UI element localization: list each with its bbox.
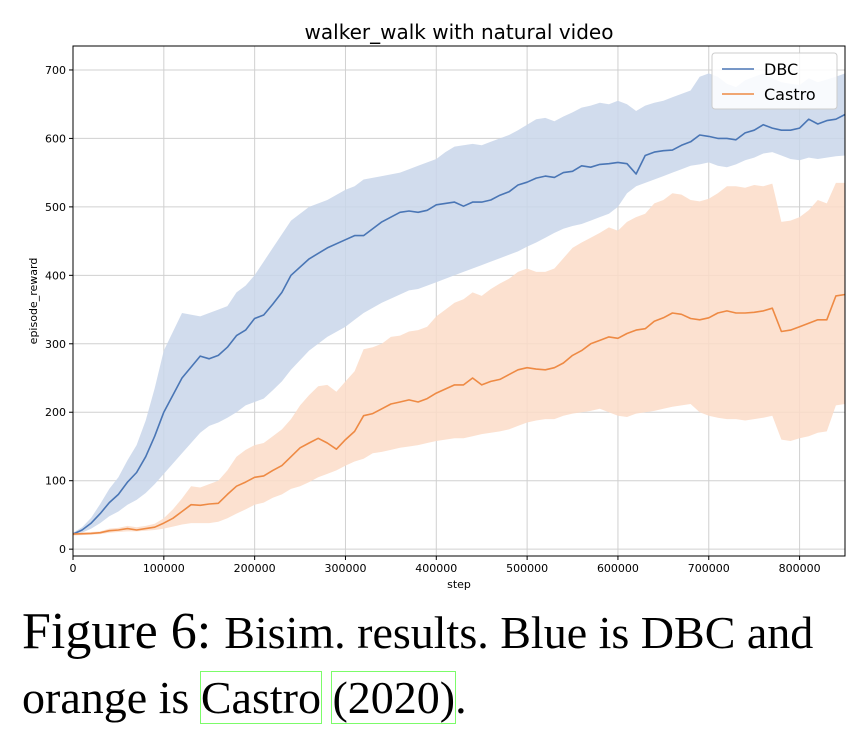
y-tick-label: 0 xyxy=(59,543,66,556)
series-line-dbc xyxy=(72,113,846,535)
legend-box xyxy=(711,52,838,110)
x-tick-label: 0 xyxy=(70,562,77,575)
y-axis-label: episode_reward xyxy=(27,258,40,345)
y-tick-label: 100 xyxy=(45,475,66,488)
citation-link-author[interactable]: Castro xyxy=(199,671,322,724)
x-tick-label: 500000 xyxy=(506,562,548,575)
caption-lead: Figure 6: xyxy=(22,603,225,660)
citation-year: 2020 xyxy=(347,672,440,723)
confidence-bands xyxy=(73,73,845,536)
line-chart: 0 100000 200000 300000 400000 500000 600000 700… xyxy=(27,20,846,591)
x-tick-label: 600000 xyxy=(597,562,639,575)
caption-space xyxy=(321,672,333,723)
axes xyxy=(72,45,846,557)
y-axis-ticks: 0 100 200 300 400 500 600 700 xyxy=(45,64,73,556)
y-tick-label: 500 xyxy=(45,201,66,214)
x-axis-ticks: 0 100000 200000 300000 400000 500000 600000 700… xyxy=(70,556,821,575)
figure-caption: Figure 6: Bisim. results. Blue is DBC an… xyxy=(22,600,852,730)
y-tick-label: 400 xyxy=(45,269,66,282)
x-tick-label: 400000 xyxy=(415,562,457,575)
series-lines xyxy=(72,113,846,535)
legend-label-castro: Castro xyxy=(764,85,816,104)
plot-frame xyxy=(72,45,846,557)
legend: DBC Castro xyxy=(711,52,838,110)
x-tick-label: 800000 xyxy=(779,562,821,575)
series-line-castro xyxy=(72,293,846,535)
y-tick-label: 600 xyxy=(45,132,66,145)
citation-paren-open: ( xyxy=(332,672,348,723)
y-tick-label: 700 xyxy=(45,64,66,77)
caption-text: Bisim. results. Blue is DBC and orange i… xyxy=(22,607,814,723)
citation-paren-close: ) xyxy=(439,672,456,723)
x-axis-label: step xyxy=(447,578,471,591)
chart-title: walker_walk with natural video xyxy=(305,20,614,44)
x-tick-label: 100000 xyxy=(143,562,185,575)
band-castro xyxy=(73,182,845,536)
citation-link-year[interactable]: (2020) xyxy=(331,671,457,724)
y-tick-label: 300 xyxy=(45,338,66,351)
x-tick-label: 200000 xyxy=(234,562,276,575)
legend-label-dbc: DBC xyxy=(764,60,798,79)
band-dbc xyxy=(73,73,845,536)
x-tick-label: 700000 xyxy=(688,562,730,575)
x-tick-label: 300000 xyxy=(324,562,366,575)
caption-end: . xyxy=(455,672,467,723)
y-tick-label: 200 xyxy=(45,406,66,419)
